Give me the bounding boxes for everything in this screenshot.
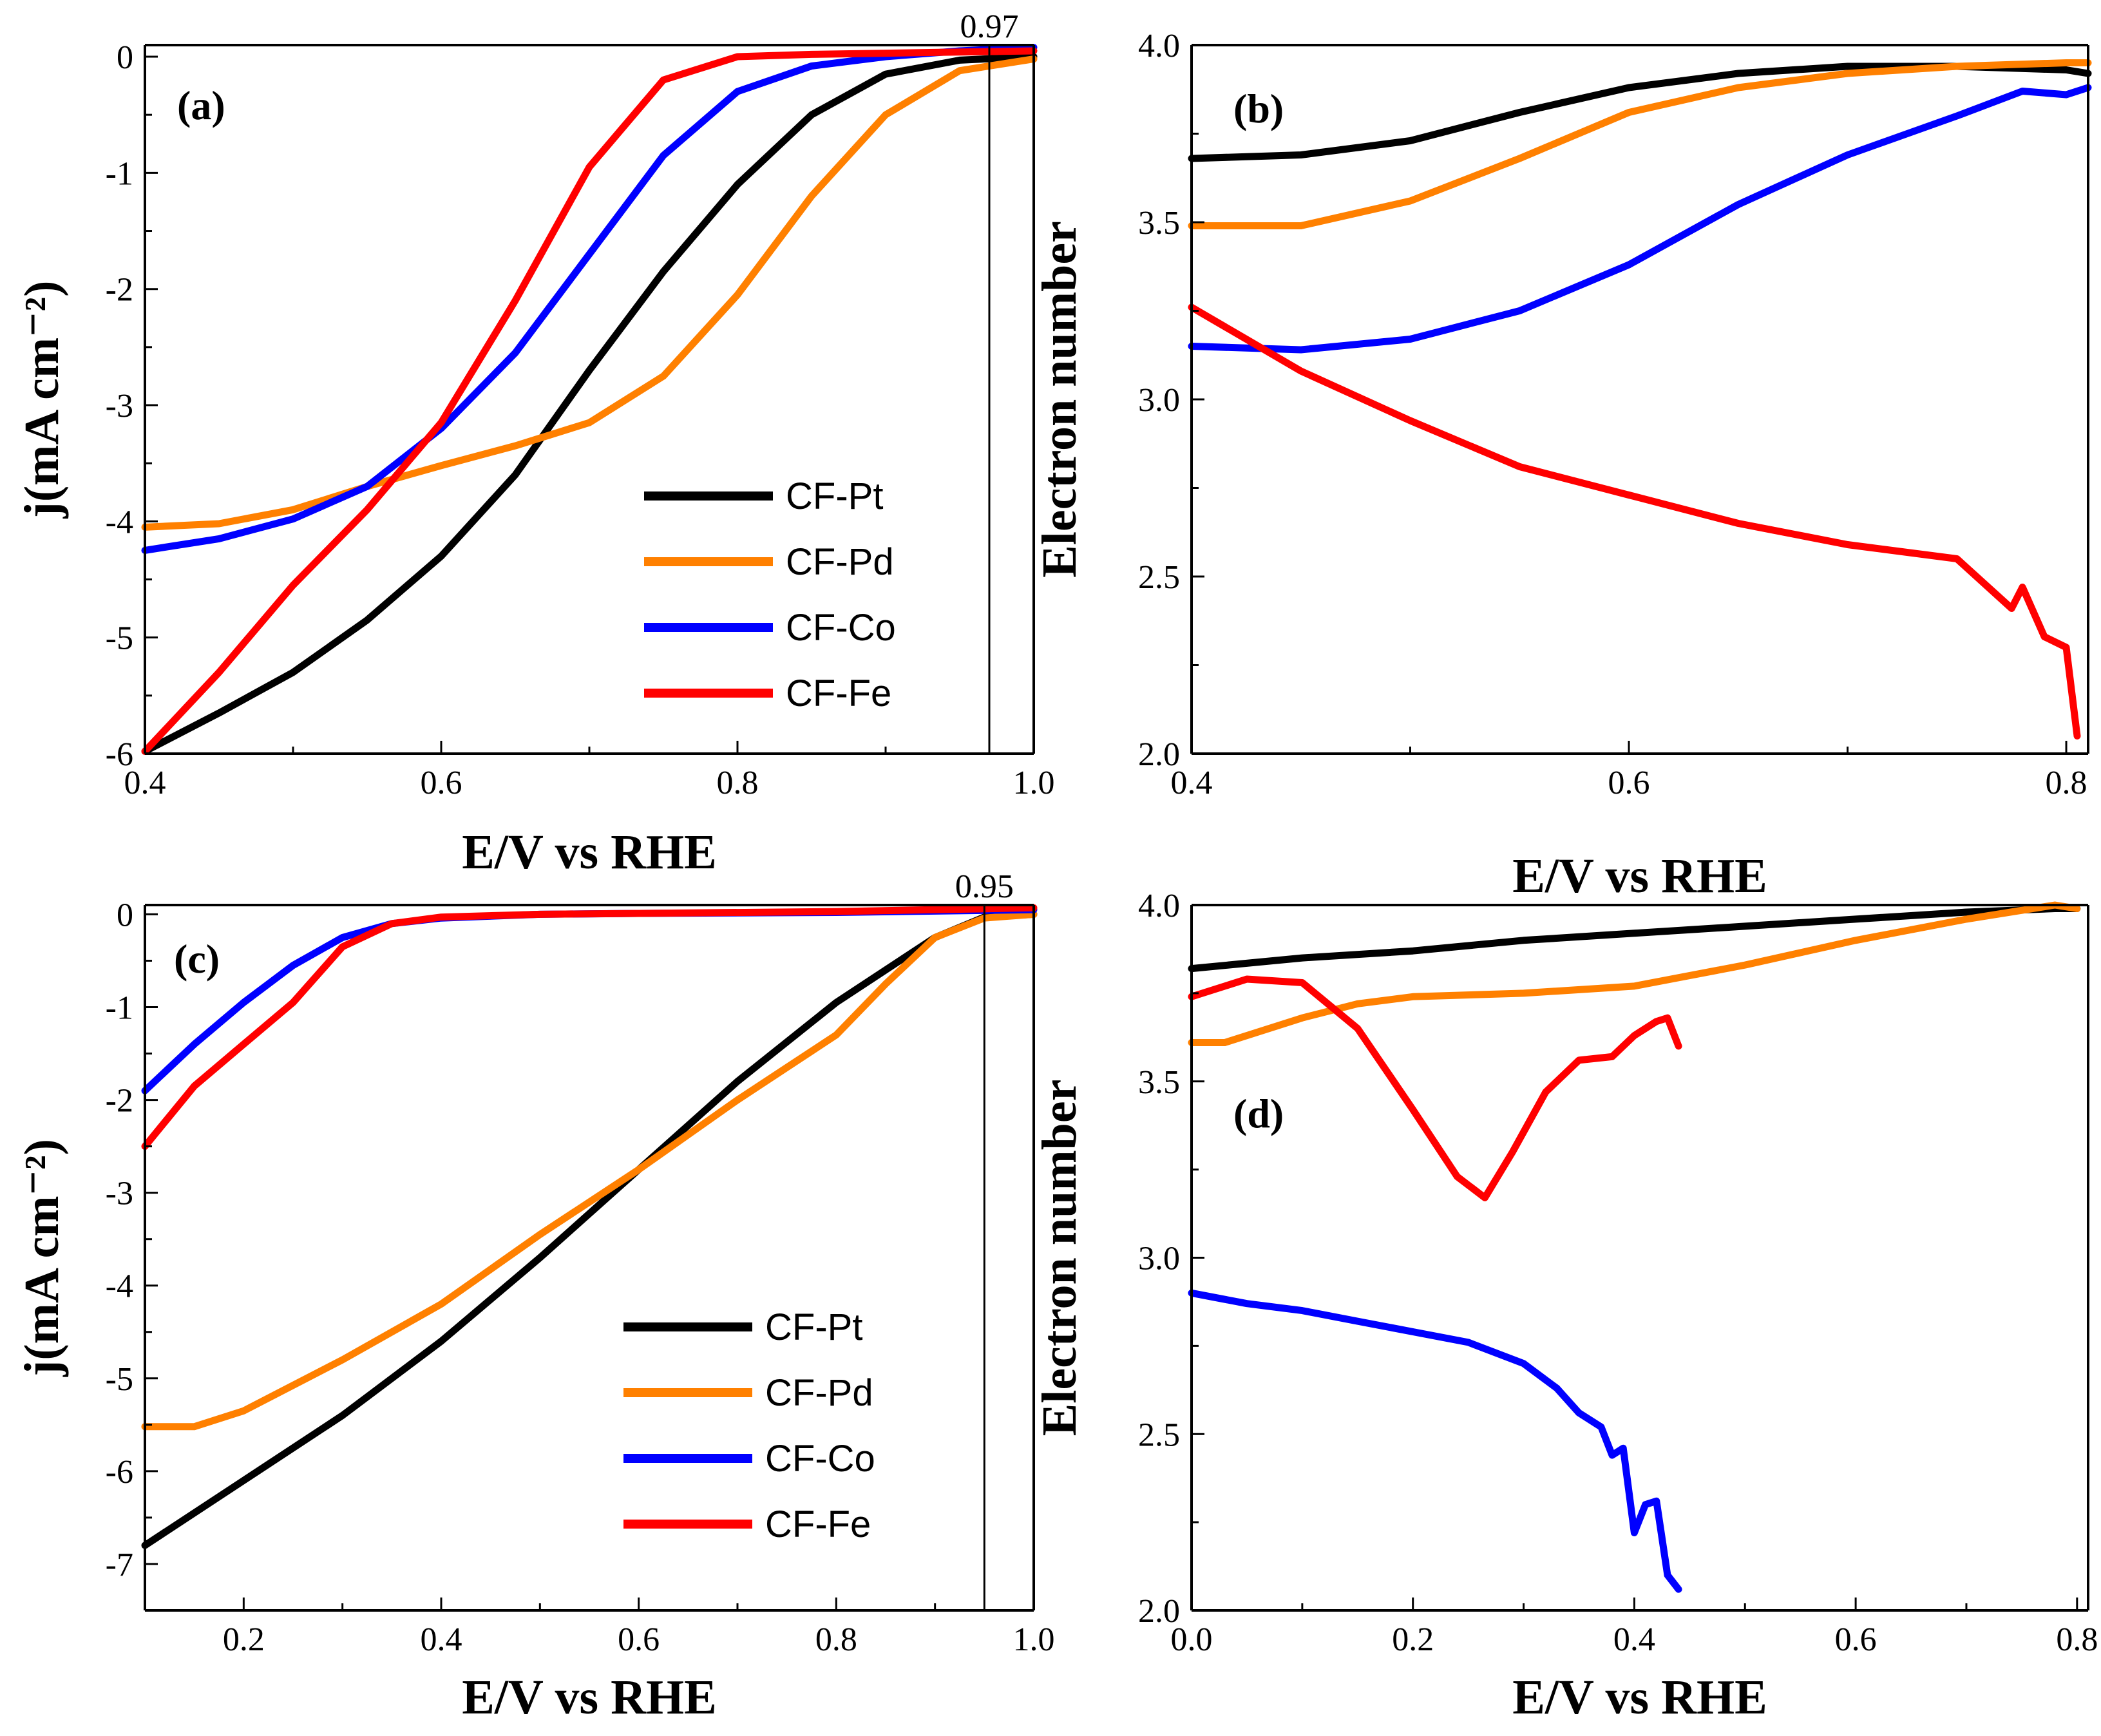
x-tick-label: 0.4 bbox=[1171, 765, 1213, 801]
panel-label: (d) bbox=[1233, 1091, 1284, 1136]
y-tick-label: 0 bbox=[117, 897, 133, 933]
series-cf-co-line bbox=[1188, 1289, 1682, 1593]
y-tick-label: 2.5 bbox=[1138, 559, 1180, 596]
legend-label-cf-pd: CF-Pd bbox=[786, 541, 894, 583]
y-tick-label: 2.5 bbox=[1138, 1416, 1180, 1453]
legend: CF-Pt CF-Pd CF-Co CF-Fe bbox=[644, 475, 896, 714]
legend-label-cf-pt: CF-Pt bbox=[765, 1306, 862, 1348]
x-axis-title: E/V vs RHE bbox=[1512, 849, 1767, 903]
series-cf-pt-line bbox=[141, 53, 1038, 755]
y-tick-label: 4.0 bbox=[1138, 28, 1180, 64]
series-cf-pd-line bbox=[141, 910, 1038, 1431]
panel-c: 0.95 0.2 0.4 0.6 0.8 1.0 0 -1 -2 -3 -4 -5 -6 -7 E/V vs… bbox=[15, 868, 1055, 1724]
y-axis-title: j(mA cm⁻²) bbox=[15, 281, 69, 519]
x-tick-label: 0.4 bbox=[421, 1621, 462, 1658]
y-tick-label: -7 bbox=[106, 1547, 133, 1583]
x-tick-label: 0.8 bbox=[717, 765, 759, 801]
x-axis-title: E/V vs RHE bbox=[462, 1670, 717, 1724]
series-cf-fe-line bbox=[1188, 975, 1682, 1201]
y-tick-label: -4 bbox=[106, 504, 133, 540]
panel-b: 0.4 0.6 0.8 2.0 2.5 3.0 3.5 4.0 E/V vs RHE Electr… bbox=[1032, 28, 2092, 903]
y-tick-label: -2 bbox=[106, 1083, 133, 1120]
series-cf-fe-line bbox=[1188, 303, 2081, 739]
y-tick-label: 3.5 bbox=[1138, 205, 1180, 242]
series-cf-pt-line bbox=[141, 910, 1038, 1549]
series-cf-co-line bbox=[141, 906, 1038, 1094]
annotation-label: 0.97 bbox=[960, 8, 1019, 45]
x-tick-label: 0.2 bbox=[1392, 1621, 1434, 1658]
series-cf-pd-line bbox=[1188, 901, 2081, 1046]
y-tick-label: 4.0 bbox=[1138, 888, 1180, 924]
x-tick-label: 0.6 bbox=[618, 1621, 660, 1658]
y-tick-label: 3.5 bbox=[1138, 1064, 1180, 1101]
x-tick-label: 0.6 bbox=[421, 765, 462, 801]
y-axis-title: j(mA cm⁻²) bbox=[15, 1139, 69, 1377]
x-tick-label: 0.6 bbox=[1608, 765, 1650, 801]
series-cf-co-line bbox=[1188, 84, 2092, 354]
y-axis-title: Electron number bbox=[1032, 221, 1087, 578]
y-tick-label: -4 bbox=[106, 1268, 133, 1305]
panel-a: 0.97 0.4 0.6 0.8 1.0 0 -1 -2 -3 -4 -5 -6 E/V vs RHE j… bbox=[15, 8, 1055, 879]
series-cf-co-line bbox=[141, 44, 1038, 554]
x-axis-title: E/V vs RHE bbox=[1512, 1670, 1767, 1724]
y-tick-label: 2.0 bbox=[1138, 1593, 1180, 1630]
y-tick-label: -2 bbox=[106, 272, 133, 309]
y-tick-label: -6 bbox=[106, 1454, 133, 1491]
y-tick-label: -6 bbox=[106, 736, 133, 773]
y-tick-label: -5 bbox=[106, 1361, 133, 1398]
annotation-label: 0.95 bbox=[955, 868, 1014, 905]
legend-label-cf-fe: CF-Fe bbox=[765, 1503, 871, 1545]
legend-label-cf-fe: CF-Fe bbox=[786, 672, 891, 714]
y-tick-label: -3 bbox=[106, 1176, 133, 1212]
x-tick-label: 0.6 bbox=[1835, 1621, 1877, 1658]
y-tick-label: 3.0 bbox=[1138, 382, 1180, 419]
y-tick-label: 3.0 bbox=[1138, 1241, 1180, 1277]
legend: CF-Pt CF-Pd CF-Co CF-Fe bbox=[623, 1306, 875, 1545]
series-cf-pt-line bbox=[1188, 905, 2081, 973]
panel-label: (a) bbox=[177, 82, 225, 128]
panel-label: (c) bbox=[174, 936, 220, 982]
y-tick-label: -1 bbox=[106, 989, 133, 1026]
y-tick-label: -3 bbox=[106, 388, 133, 424]
y-tick-label: 2.0 bbox=[1138, 736, 1180, 773]
legend-label-cf-co: CF-Co bbox=[765, 1438, 875, 1480]
x-tick-label: 0.0 bbox=[1171, 1621, 1213, 1658]
legend-label-cf-pd: CF-Pd bbox=[765, 1372, 873, 1414]
series-cf-fe-line bbox=[141, 47, 1038, 755]
x-tick-label: 0.4 bbox=[124, 765, 166, 801]
x-tick-label: 0.8 bbox=[815, 1621, 857, 1658]
y-tick-label: -1 bbox=[106, 155, 133, 192]
panel-d: 0.0 0.2 0.4 0.6 0.8 2.0 2.5 3.0 3.5 4.0 E/V vs RHE… bbox=[1032, 888, 2098, 1724]
x-axis-title: E/V vs RHE bbox=[462, 825, 717, 879]
y-tick-label: -5 bbox=[106, 620, 133, 657]
series-cf-fe-line bbox=[141, 904, 1038, 1150]
y-tick-label: 0 bbox=[117, 39, 133, 76]
y-axis-title: Electron number bbox=[1032, 1080, 1087, 1436]
x-tick-label: 1.0 bbox=[1013, 1621, 1055, 1658]
x-tick-label: 0.2 bbox=[223, 1621, 265, 1658]
x-tick-label: 0.8 bbox=[2046, 765, 2087, 801]
series-cf-pd-line bbox=[1188, 59, 2092, 229]
series-cf-pd-line bbox=[141, 55, 1038, 531]
x-tick-label: 0.8 bbox=[2056, 1621, 2098, 1658]
x-tick-label: 0.4 bbox=[1613, 1621, 1655, 1658]
legend-label-cf-pt: CF-Pt bbox=[786, 475, 883, 517]
legend-label-cf-co: CF-Co bbox=[786, 607, 896, 649]
x-tick-label: 1.0 bbox=[1013, 765, 1055, 801]
panel-label: (b) bbox=[1233, 86, 1284, 131]
